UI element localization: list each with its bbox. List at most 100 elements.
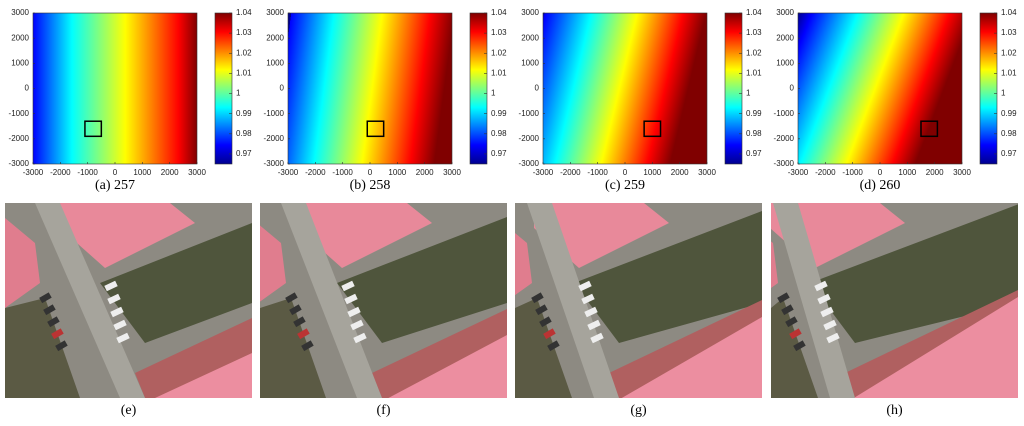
car (581, 293, 595, 305)
x-tick-label: 2000 (671, 168, 689, 177)
y-tick-label: -2000 (519, 134, 540, 143)
colorbar-tick-label: 1.04 (746, 8, 762, 17)
photo-caption: (e) (121, 403, 137, 418)
car (578, 280, 592, 292)
road (773, 203, 855, 398)
y-tick-label: 2000 (266, 33, 284, 42)
roof (771, 241, 778, 288)
x-tick-label: 3000 (443, 168, 461, 177)
x-tick-label: -2000 (815, 168, 836, 177)
colorbar (214, 12, 233, 165)
roof (388, 335, 507, 398)
car (826, 332, 840, 344)
y-tick-label: -1000 (519, 109, 540, 118)
y-tick-label: 3000 (266, 8, 284, 17)
colorbar-tick-label: 1.03 (1001, 28, 1017, 37)
car (39, 292, 52, 304)
road (527, 203, 619, 398)
car (584, 306, 598, 318)
field (100, 223, 252, 343)
car (350, 319, 364, 331)
car (347, 306, 361, 318)
x-tick-label: 1000 (388, 168, 406, 177)
car (531, 292, 544, 304)
photo-caption: (h) (886, 403, 903, 418)
colorbar-tick-label: 0.99 (746, 109, 762, 118)
x-tick-label: 3000 (953, 168, 971, 177)
x-tick-label: 2000 (416, 168, 434, 177)
heatmap (287, 12, 453, 165)
colorbar-tick-label: 0.98 (236, 129, 252, 138)
y-tick-label: -2000 (774, 134, 795, 143)
colorbar-tick-label: 1.01 (236, 69, 252, 78)
y-tick-label: -3000 (264, 159, 285, 168)
car (814, 280, 828, 292)
colorbar-tick-label: 0.99 (491, 109, 507, 118)
aerial-photo (5, 203, 252, 398)
y-tick-label: 0 (535, 84, 540, 93)
x-tick-label: 2000 (161, 168, 179, 177)
car (793, 340, 806, 352)
x-tick-label: -2000 (50, 168, 71, 177)
colorbar-tick-label: 1.01 (1001, 69, 1017, 78)
y-tick-label: 1000 (266, 58, 284, 67)
car (47, 316, 60, 328)
car (116, 332, 130, 344)
colorbar-tick-label: 1.02 (236, 48, 252, 57)
colorbar-tick-label: 0.99 (1001, 109, 1017, 118)
colorbar-tick-label: 1.04 (491, 8, 507, 17)
colorbar-tick-label: 1.01 (746, 69, 762, 78)
roof (5, 218, 40, 308)
car (777, 292, 790, 304)
heatmap (797, 12, 963, 165)
colorbar-tick-label: 1.02 (1001, 48, 1017, 57)
car (587, 319, 601, 331)
y-tick-label: 0 (280, 84, 285, 93)
car (543, 328, 556, 340)
car (43, 304, 56, 316)
colorbar (469, 12, 488, 165)
y-tick-label: 3000 (11, 8, 29, 17)
y-tick-label: 2000 (776, 33, 794, 42)
colorbar-tick-label: 0.97 (236, 149, 252, 158)
roi-box (643, 120, 662, 138)
car (297, 328, 310, 340)
y-tick-label: -1000 (264, 109, 285, 118)
car (789, 328, 802, 340)
y-tick-label: 2000 (11, 33, 29, 42)
roi-box (920, 120, 939, 138)
colorbar-tick-label: 1.04 (1001, 8, 1017, 17)
car (547, 340, 560, 352)
x-tick-label: -3000 (23, 168, 44, 177)
x-tick-label: 1000 (643, 168, 661, 177)
x-tick-label: 0 (113, 168, 118, 177)
y-tick-label: 0 (790, 84, 795, 93)
roi-box (366, 120, 385, 138)
x-tick-label: 1000 (133, 168, 151, 177)
aerial-photo (771, 203, 1018, 398)
colorbar-tick-label: 1.04 (236, 8, 252, 17)
car (341, 280, 355, 292)
x-tick-label: 0 (368, 168, 373, 177)
x-tick-label: -2000 (305, 168, 326, 177)
x-tick-label: 3000 (698, 168, 716, 177)
x-tick-label: -3000 (788, 168, 809, 177)
colorbar-tick-label: 0.97 (491, 149, 507, 158)
y-tick-label: 3000 (776, 8, 794, 17)
colorbar-tick-label: 1 (491, 89, 496, 98)
car (785, 316, 798, 328)
panel-caption: (c) 259 (605, 178, 645, 193)
field (810, 204, 1018, 343)
road (35, 203, 145, 398)
y-tick-label: 1000 (521, 58, 539, 67)
colorbar-tick-label: 0.97 (1001, 149, 1017, 158)
field (5, 298, 80, 398)
x-tick-label: 0 (623, 168, 628, 177)
car (293, 316, 306, 328)
roof (155, 353, 252, 398)
colorbar-tick-label: 1.02 (746, 48, 762, 57)
field (574, 211, 762, 343)
y-tick-label: -3000 (9, 159, 30, 168)
